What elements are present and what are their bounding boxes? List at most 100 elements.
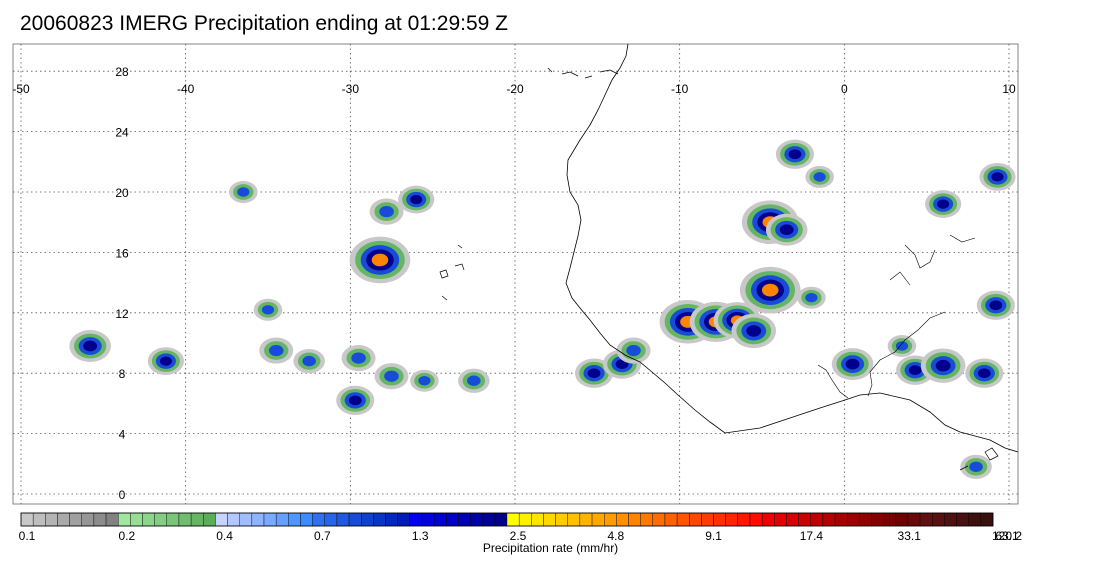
colorbar-label: 120.2 [992, 529, 1022, 543]
colorbar-swatch [263, 512, 277, 527]
colorbar-swatch [178, 512, 192, 527]
precip-contour [379, 206, 394, 218]
precip-cell [920, 348, 966, 383]
colorbar-swatch [20, 512, 34, 527]
precip-cell [887, 335, 917, 358]
precip-contour [969, 461, 983, 473]
lat-tick-label: 16 [115, 246, 129, 260]
colorbar-swatch [190, 512, 204, 527]
precip-contour [159, 356, 172, 366]
precip-contour [895, 341, 909, 351]
precip-contour [467, 375, 481, 386]
colorbar-swatch [907, 512, 921, 527]
lat-tick-label: 0 [119, 488, 126, 502]
precip-contour [779, 224, 794, 236]
precip-contour [788, 149, 802, 160]
colorbar-swatch [883, 512, 897, 527]
lake-volta-outline [817, 364, 849, 399]
colorbar-swatch [591, 512, 605, 527]
lon-tick-label: -10 [671, 82, 689, 96]
precip-cell [775, 139, 814, 169]
colorbar-swatch [847, 512, 860, 527]
colorbar-swatch [203, 512, 216, 527]
precip-cell [731, 313, 777, 349]
colorbar-swatch [81, 512, 95, 527]
colorbar-swatch [421, 512, 435, 527]
colorbar-swatch [761, 512, 775, 527]
precip-cell [398, 185, 435, 214]
colorbar-swatch [433, 512, 447, 527]
precip-contour [805, 292, 818, 303]
precip-contour [935, 359, 951, 372]
precip-contour [261, 305, 275, 315]
precip-contour [83, 340, 98, 352]
colorbar-swatch [579, 512, 593, 527]
colorbar-swatch [312, 512, 325, 527]
lat-tick-label: 4 [119, 428, 126, 442]
colorbar-swatch [32, 512, 46, 527]
lon-tick-label: -50 [12, 82, 30, 96]
precip-cell [979, 162, 1016, 191]
colorbar-label: 33.1 [898, 529, 922, 543]
canary-islands [547, 67, 619, 79]
colorbar-swatch [300, 512, 313, 527]
colorbar-swatch [810, 512, 824, 527]
precip-cell [253, 298, 283, 321]
precip-contour [418, 376, 431, 386]
lat-tick-label: 20 [115, 186, 129, 200]
precip-cell [960, 454, 992, 479]
colorbar-title: Precipitation rate (mm/hr) [482, 541, 619, 555]
colorbar-swatch [373, 512, 386, 527]
colorbar-swatch [628, 512, 641, 527]
precip-contour [746, 325, 762, 337]
precip-contour [302, 355, 316, 367]
precip-contour [626, 344, 641, 357]
colorbar-swatch [385, 512, 398, 527]
africa-coastline [565, 43, 1019, 453]
colorbar-swatch [944, 512, 957, 527]
colorbar-swatch [919, 512, 933, 527]
precip-cell [369, 198, 404, 225]
colorbar-swatch [494, 512, 508, 527]
colorbar-swatch [105, 512, 119, 527]
axis-labels: -50 -40 -30 -20 -10 0 10 28 24 20 16 12 8 4 0 [12, 65, 1016, 502]
colorbar-swatch [956, 512, 969, 527]
colorbar-label: 9.1 [705, 529, 722, 543]
precip-contour [989, 300, 1003, 311]
colorbar-swatch [275, 512, 289, 527]
inland-water-sahel [889, 234, 976, 286]
precip-cell [925, 190, 962, 218]
colorbar-swatch [446, 512, 459, 527]
colorbar-label: 1.3 [412, 529, 429, 543]
precip-cell [229, 181, 258, 203]
colorbar-swatch [130, 512, 143, 527]
cape-verde-islands [439, 244, 465, 301]
precip-cell [259, 337, 294, 364]
precip-cell [965, 358, 1004, 388]
colorbar-swatch [895, 512, 909, 527]
colorbar-swatch [470, 512, 483, 527]
precip-contour [845, 358, 860, 370]
coastline [439, 43, 1019, 471]
precip-cell [616, 337, 651, 364]
precip-cell [69, 330, 111, 363]
precip-cell [805, 165, 834, 188]
colorbar-swatch [774, 512, 787, 527]
precip-contour [908, 365, 922, 376]
precip-cell [349, 236, 411, 284]
colorbar-swatch [506, 512, 520, 527]
colorbar-swatch [604, 512, 617, 527]
map-frame [12, 43, 1019, 505]
colorbar-label: 2.5 [510, 529, 527, 543]
colorbar-swatch [251, 512, 265, 527]
precip-contour [937, 199, 950, 209]
colorbar-swatch [361, 512, 374, 527]
colorbar-swatch [676, 512, 690, 527]
precip-cell [739, 266, 801, 314]
colorbar-swatch [142, 512, 155, 527]
lat-tick-label: 24 [115, 126, 129, 140]
colorbar-swatch [518, 512, 532, 527]
colorbar-swatch [227, 512, 240, 527]
niger-river [867, 311, 946, 397]
